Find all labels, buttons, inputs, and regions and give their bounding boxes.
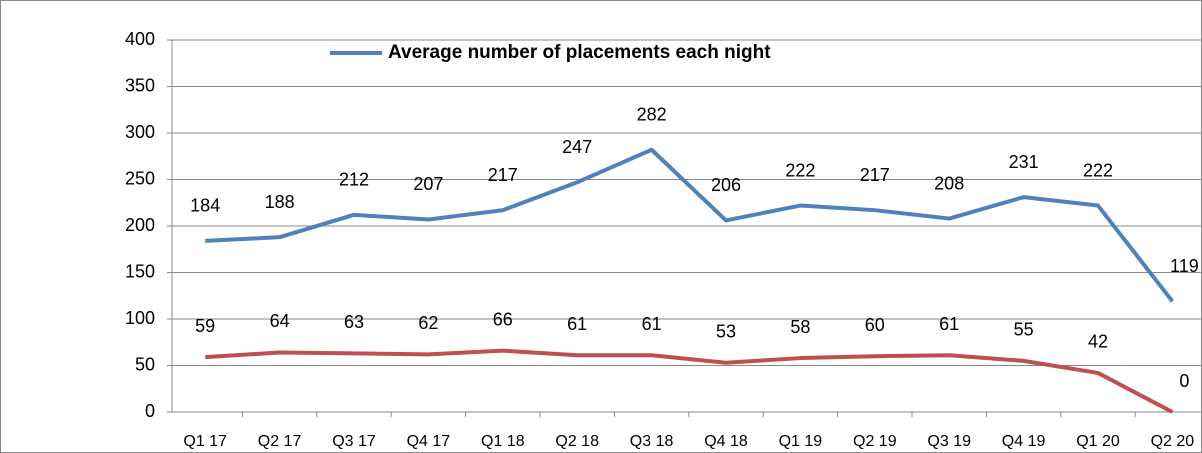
data-label: 206 [711, 175, 741, 195]
data-label: 55 [1014, 320, 1034, 340]
y-tick-label: 400 [125, 29, 155, 49]
x-tick-label: Q1 17 [183, 433, 227, 450]
data-label: 247 [562, 137, 592, 157]
y-tick-label: 300 [125, 122, 155, 142]
y-tick-label: 50 [135, 354, 155, 374]
data-label: 42 [1088, 332, 1108, 352]
x-tick-label: Q4 19 [1002, 433, 1046, 450]
data-label: 119 [1170, 256, 1199, 276]
y-tick-label: 350 [125, 75, 155, 95]
x-tick-label: Q2 20 [1151, 433, 1195, 450]
data-label: 208 [934, 173, 964, 193]
data-label: 222 [1083, 160, 1113, 180]
x-tick-label: Q1 18 [481, 433, 525, 450]
data-label: 222 [785, 160, 815, 180]
x-tick-label: Q2 18 [555, 433, 599, 450]
data-label: 58 [790, 317, 810, 337]
data-label: 184 [190, 196, 220, 216]
data-label: 63 [344, 312, 364, 332]
data-label: 59 [195, 316, 215, 336]
data-label: 66 [493, 309, 513, 329]
data-label: 207 [413, 174, 443, 194]
y-tick-label: 200 [125, 215, 155, 235]
series-line [205, 147, 1174, 303]
data-label: 64 [270, 311, 290, 331]
data-label: 217 [488, 165, 518, 185]
x-tick-label: Q4 17 [407, 433, 451, 450]
legend-label: Average number of placements each night [388, 42, 771, 63]
data-label: 61 [642, 314, 662, 334]
x-tick-label: Q2 19 [853, 433, 897, 450]
x-tick-label: Q2 17 [258, 433, 302, 450]
x-tick-label: Q1 19 [779, 433, 823, 450]
data-label: 0 [1179, 371, 1189, 391]
data-label: 60 [865, 315, 885, 335]
data-label: 62 [418, 313, 438, 333]
y-tick-label: 150 [125, 261, 155, 281]
data-label: 61 [939, 314, 959, 334]
data-label: 212 [339, 170, 369, 190]
data-label: 231 [1009, 152, 1039, 172]
y-tick-label: 250 [125, 168, 155, 188]
x-tick-label: Q3 17 [332, 433, 376, 450]
data-label: 188 [265, 192, 295, 212]
x-tick-label: Q1 20 [1076, 433, 1120, 450]
x-tick-label: Q4 18 [704, 433, 748, 450]
data-label: 282 [637, 104, 667, 124]
data-label: 53 [716, 321, 736, 341]
series-line [205, 348, 1174, 414]
data-label: 61 [567, 314, 587, 334]
data-label: 217 [860, 165, 890, 185]
y-tick-label: 0 [145, 401, 155, 421]
x-tick-label: Q3 18 [630, 433, 674, 450]
x-tick-label: Q3 19 [927, 433, 971, 450]
y-tick-label: 100 [125, 308, 155, 328]
